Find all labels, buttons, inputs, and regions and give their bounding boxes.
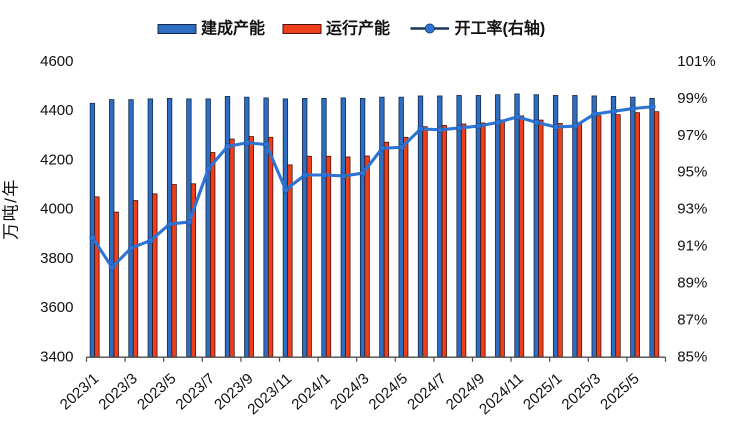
svg-text:建成产能: 建成产能 [201,19,265,38]
svg-text:万吨/年: 万吨/年 [2,178,21,240]
svg-text:99%: 99% [677,90,707,107]
svg-text:运行产能: 运行产能 [326,19,390,38]
svg-text:101%: 101% [677,53,715,70]
svg-text:开工率(右轴): 开工率(右轴) [455,19,546,38]
svg-text:97%: 97% [677,127,707,144]
svg-text:4400: 4400 [40,102,73,119]
svg-text:3600: 3600 [40,299,73,316]
svg-text:4200: 4200 [40,151,73,168]
svg-text:93%: 93% [677,201,707,218]
svg-text:4600: 4600 [40,53,73,70]
svg-text:95%: 95% [677,164,707,181]
svg-text:3800: 3800 [40,250,73,267]
svg-text:85%: 85% [677,348,707,365]
svg-text:3400: 3400 [40,348,73,365]
svg-text:4000: 4000 [40,201,73,218]
svg-text:87%: 87% [677,311,707,328]
svg-text:91%: 91% [677,238,707,255]
svg-text:89%: 89% [677,274,707,291]
